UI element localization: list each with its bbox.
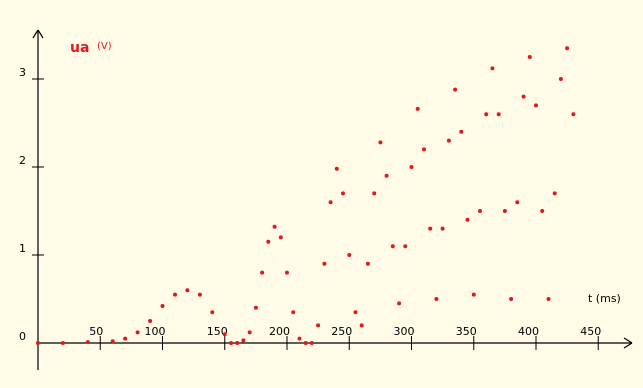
x-tick-label-250: 250 bbox=[331, 325, 352, 338]
axes-group bbox=[32, 29, 633, 370]
points-group bbox=[36, 46, 576, 345]
data-point bbox=[353, 310, 358, 315]
data-point bbox=[546, 297, 551, 301]
y-tick-label-0: 0 bbox=[19, 330, 26, 343]
y-tick-label-3: 3 bbox=[19, 66, 26, 79]
data-point bbox=[484, 112, 489, 117]
data-point bbox=[173, 292, 177, 297]
y-axis-arrow-right bbox=[37, 29, 44, 39]
series-label: ua bbox=[70, 40, 89, 56]
x-tick-label-150: 150 bbox=[207, 325, 228, 338]
x-tick-label-450: 450 bbox=[580, 325, 601, 338]
data-point bbox=[446, 138, 451, 143]
data-point bbox=[291, 310, 296, 315]
data-point bbox=[316, 323, 321, 328]
data-point bbox=[210, 310, 215, 315]
data-point bbox=[565, 46, 570, 51]
data-point bbox=[309, 341, 314, 345]
data-point bbox=[123, 336, 128, 341]
data-point bbox=[334, 166, 339, 171]
x-tick-label-300: 300 bbox=[394, 325, 415, 338]
x-axis-arrow-bottom bbox=[623, 342, 633, 349]
data-point bbox=[571, 112, 576, 117]
data-point bbox=[409, 165, 414, 169]
data-point bbox=[515, 200, 520, 205]
data-point bbox=[372, 191, 377, 196]
data-point bbox=[496, 112, 501, 117]
data-point bbox=[135, 330, 140, 335]
data-point bbox=[229, 341, 233, 345]
data-point bbox=[490, 66, 495, 71]
data-point bbox=[347, 253, 352, 257]
data-point bbox=[235, 341, 240, 345]
data-point bbox=[253, 305, 258, 310]
data-point bbox=[110, 339, 115, 344]
data-point bbox=[365, 261, 370, 266]
x-tick-label-100: 100 bbox=[145, 325, 166, 338]
data-point bbox=[478, 209, 482, 213]
data-point bbox=[85, 340, 90, 345]
data-point bbox=[303, 341, 308, 345]
data-point bbox=[540, 209, 545, 213]
data-point bbox=[322, 261, 327, 266]
data-point bbox=[403, 244, 408, 249]
data-point bbox=[278, 235, 283, 240]
data-point bbox=[552, 191, 557, 196]
data-point bbox=[502, 209, 507, 213]
data-point bbox=[36, 341, 40, 345]
y-axis-unit-label: (V) bbox=[97, 41, 112, 52]
data-point bbox=[434, 297, 439, 301]
data-point bbox=[197, 292, 202, 297]
x-tick-label-50: 50 bbox=[89, 325, 103, 338]
data-point bbox=[222, 332, 227, 337]
data-point bbox=[521, 94, 526, 99]
data-point bbox=[397, 301, 402, 306]
data-point bbox=[558, 77, 563, 81]
data-point bbox=[378, 140, 383, 145]
data-point bbox=[266, 239, 271, 244]
ticks-group: 50 100 150 200 250 300 350 400 450 0 1 2 3 bbox=[19, 66, 601, 350]
data-point bbox=[60, 341, 65, 345]
data-point bbox=[260, 270, 265, 275]
data-point bbox=[297, 336, 302, 341]
data-point bbox=[465, 217, 470, 222]
data-point bbox=[160, 304, 165, 308]
y-tick-label-1: 1 bbox=[19, 242, 26, 255]
data-point bbox=[453, 87, 458, 92]
data-point bbox=[527, 55, 532, 59]
data-point bbox=[440, 226, 445, 231]
data-point bbox=[247, 330, 252, 335]
data-point bbox=[459, 129, 464, 134]
data-point bbox=[534, 103, 538, 108]
data-point bbox=[285, 270, 289, 275]
data-point bbox=[428, 226, 433, 231]
data-point bbox=[390, 244, 395, 249]
y-tick-label-2: 2 bbox=[19, 154, 26, 167]
y-axis-arrow-left bbox=[32, 29, 39, 39]
data-point bbox=[359, 323, 364, 328]
data-point bbox=[241, 338, 246, 343]
x-tick-label-200: 200 bbox=[269, 325, 290, 338]
data-point bbox=[471, 292, 476, 297]
data-point bbox=[185, 288, 190, 293]
data-point bbox=[422, 147, 426, 152]
data-point bbox=[509, 297, 514, 301]
data-point bbox=[272, 224, 277, 229]
x-tick-label-350: 350 bbox=[456, 325, 477, 338]
data-point bbox=[148, 319, 153, 323]
x-tick-label-400: 400 bbox=[518, 325, 539, 338]
data-point bbox=[341, 191, 345, 196]
data-point bbox=[384, 173, 389, 178]
x-axis-arrow-top bbox=[623, 337, 633, 344]
data-point bbox=[328, 200, 333, 205]
x-axis-label: t (ms) bbox=[588, 292, 621, 305]
data-point bbox=[415, 106, 420, 111]
